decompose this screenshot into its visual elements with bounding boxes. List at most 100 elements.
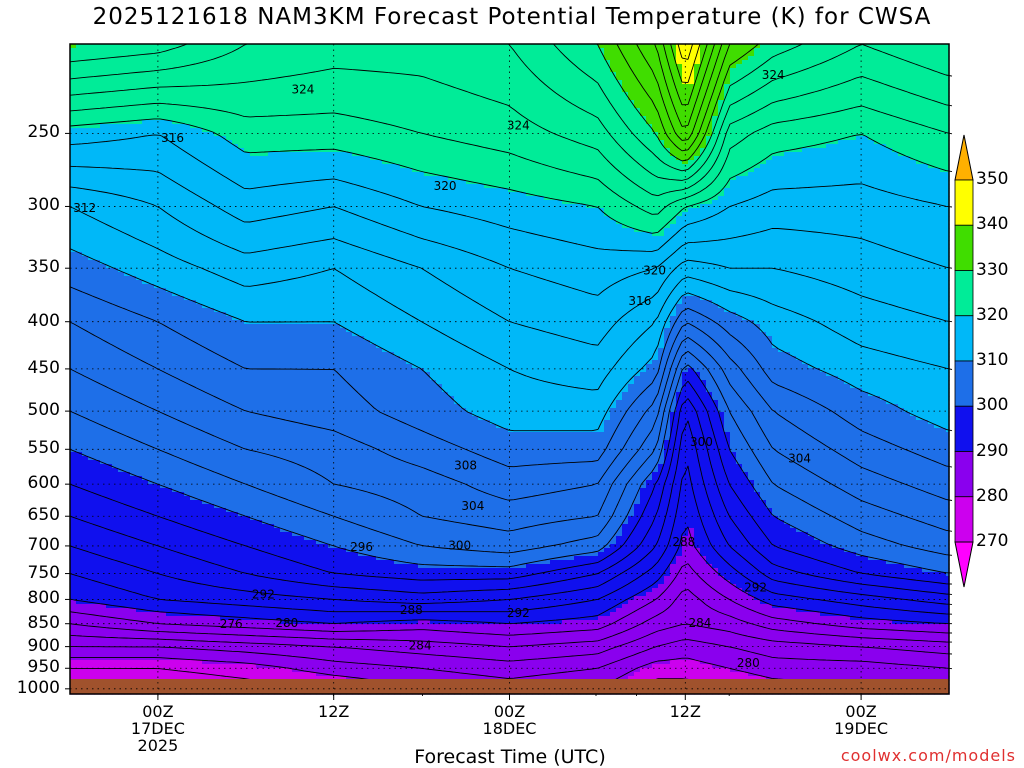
field-cell — [178, 156, 185, 161]
field-cell — [232, 96, 239, 101]
field-cell — [394, 116, 401, 121]
field-cell — [406, 116, 413, 121]
field-cell — [316, 104, 323, 109]
field-cell — [190, 168, 197, 173]
field-cell — [628, 116, 635, 121]
field-cell — [334, 120, 341, 125]
field-cell — [892, 104, 899, 109]
field-cell — [508, 80, 515, 85]
field-cell — [694, 172, 701, 177]
field-cell — [94, 80, 101, 85]
field-cell — [454, 68, 461, 73]
field-cell — [148, 60, 155, 65]
field-cell — [862, 132, 869, 137]
field-cell — [574, 132, 581, 137]
field-cell — [760, 108, 767, 113]
field-cell — [484, 52, 491, 57]
field-cell — [448, 64, 455, 69]
field-cell — [664, 164, 671, 169]
field-cell — [568, 48, 575, 53]
field-cell — [340, 104, 347, 109]
field-cell — [274, 148, 281, 153]
field-cell — [538, 72, 545, 77]
field-cell — [760, 88, 767, 93]
field-cell — [106, 76, 113, 81]
field-cell — [262, 160, 269, 165]
field-cell — [352, 124, 359, 129]
field-cell — [292, 156, 299, 161]
field-cell — [724, 124, 731, 129]
field-cell — [634, 76, 641, 81]
field-cell — [718, 72, 725, 77]
field-cell — [826, 124, 833, 129]
field-cell — [904, 44, 911, 49]
field-cell — [592, 100, 599, 105]
field-cell — [838, 140, 845, 145]
field-cell — [580, 144, 587, 149]
field-cell — [634, 100, 641, 105]
field-cell — [292, 96, 299, 101]
field-cell — [160, 132, 167, 137]
field-cell — [526, 172, 533, 177]
field-cell — [310, 136, 317, 141]
field-cell — [406, 172, 413, 177]
field-cell — [646, 96, 653, 101]
field-cell — [352, 156, 359, 161]
field-cell — [178, 152, 185, 157]
field-cell — [94, 96, 101, 101]
field-cell — [142, 92, 149, 97]
field-cell — [898, 72, 905, 77]
field-cell — [112, 176, 119, 181]
field-cell — [106, 68, 113, 73]
field-cell — [118, 124, 125, 129]
field-cell — [766, 64, 773, 69]
field-cell — [190, 148, 197, 153]
field-cell — [274, 72, 281, 77]
field-cell — [280, 84, 287, 89]
field-cell — [70, 128, 77, 133]
field-cell — [784, 120, 791, 125]
field-cell — [148, 96, 155, 101]
field-cell — [592, 144, 599, 149]
field-cell — [310, 116, 317, 121]
field-cell — [154, 164, 161, 169]
field-cell — [196, 160, 203, 165]
field-cell — [154, 56, 161, 61]
field-cell — [472, 96, 479, 101]
field-cell — [454, 100, 461, 105]
field-cell — [322, 116, 329, 121]
field-cell — [124, 136, 131, 141]
field-cell — [376, 104, 383, 109]
field-cell — [88, 80, 95, 85]
field-cell — [340, 176, 347, 181]
field-cell — [130, 92, 137, 97]
field-cell — [610, 56, 617, 61]
field-cell — [286, 48, 293, 53]
field-cell — [622, 152, 629, 157]
field-cell — [244, 60, 251, 65]
field-cell — [646, 164, 653, 169]
field-cell — [574, 148, 581, 153]
field-cell — [322, 148, 329, 153]
field-cell — [250, 132, 257, 137]
field-cell — [574, 136, 581, 141]
field-cell — [388, 132, 395, 137]
field-cell — [502, 88, 509, 93]
field-cell — [664, 176, 671, 181]
field-cell — [946, 56, 950, 61]
field-cell — [316, 44, 323, 49]
field-cell — [478, 68, 485, 73]
field-cell — [226, 104, 233, 109]
field-cell — [148, 132, 155, 137]
field-cell — [694, 120, 701, 125]
field-cell — [352, 160, 359, 165]
field-cell — [238, 176, 245, 181]
field-cell — [322, 156, 329, 161]
field-cell — [490, 100, 497, 105]
field-cell — [778, 172, 785, 177]
field-cell — [112, 52, 119, 57]
field-cell — [298, 44, 305, 49]
field-cell — [700, 68, 707, 73]
field-cell — [178, 56, 185, 61]
field-cell — [580, 136, 587, 141]
